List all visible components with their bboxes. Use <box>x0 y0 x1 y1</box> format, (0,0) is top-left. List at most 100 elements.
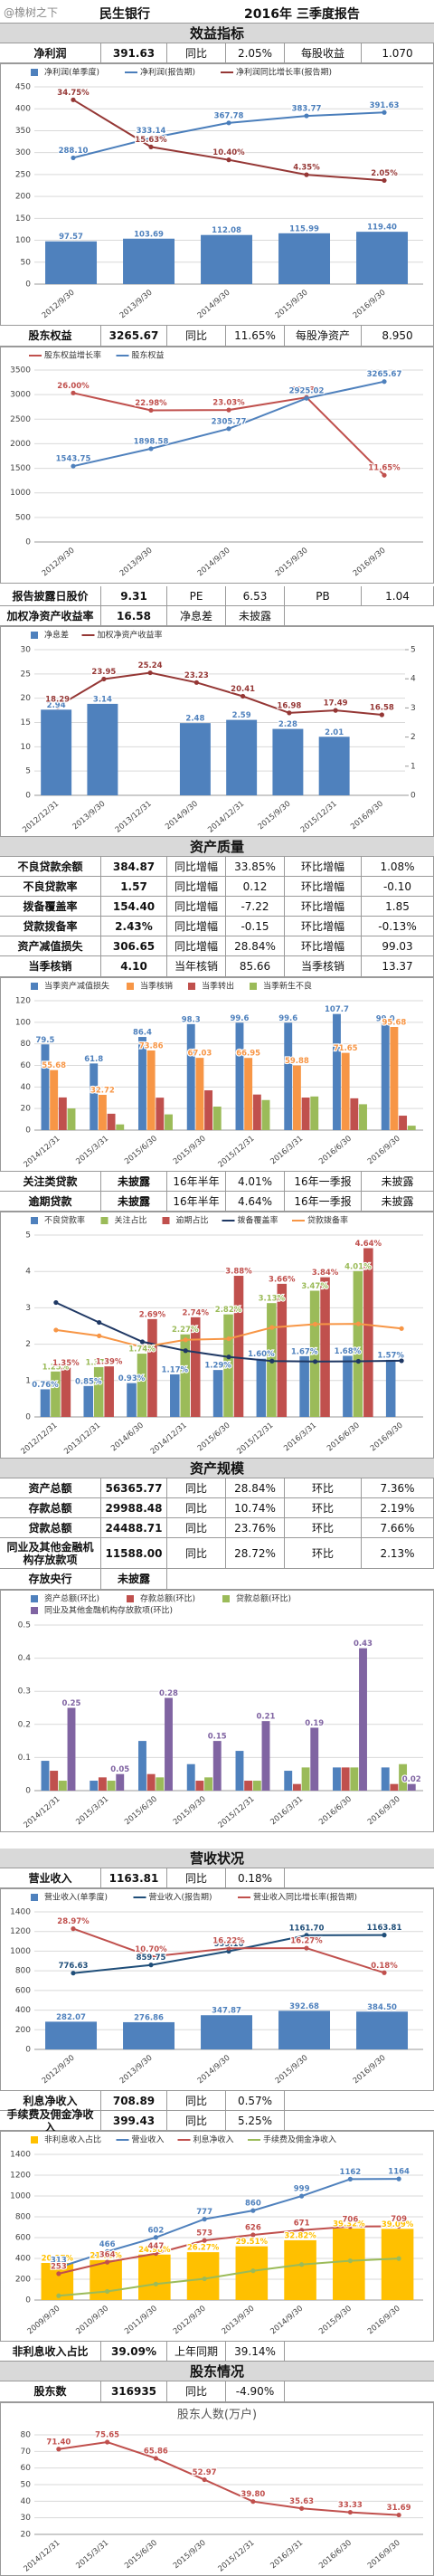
data-label: 71.40 <box>46 2438 71 2447</box>
table-row: 关注类贷款 未披露 16年半年 4.01% 16年一季报 未披露 <box>0 1172 434 1192</box>
cell-value: 3265.67 <box>101 326 167 346</box>
data-label: 313 <box>51 2257 67 2266</box>
cell-label: 存款总额 <box>0 1498 101 1517</box>
data-label: 2.74% <box>182 1308 209 1317</box>
cell-value: 33.85% <box>226 857 285 876</box>
data-label: 34.75% <box>57 89 90 98</box>
line-marker <box>241 693 246 699</box>
data-label: 2.94 <box>47 701 66 710</box>
cell-label: 股东权益 <box>0 326 101 346</box>
data-label: 1.39% <box>96 1358 123 1367</box>
cell-label: 环比 <box>285 1518 362 1537</box>
bar <box>41 1044 50 1130</box>
cell-value: 2.43% <box>101 917 167 936</box>
y-tick-label: 1000 <box>10 1947 31 1956</box>
line-marker <box>226 120 231 126</box>
bar <box>244 1058 253 1130</box>
data-label: 384.50 <box>367 2003 397 2012</box>
cell-value: 7.36% <box>362 1478 434 1497</box>
line-marker <box>304 1945 309 1951</box>
data-label: 26.27% <box>187 2244 220 2253</box>
data-label: 73.86 <box>139 1041 164 1050</box>
cell-label: 逾期贷款 <box>0 1192 101 1211</box>
cell-value: 28.84% <box>226 936 285 955</box>
cell-value: 306.65 <box>101 936 167 955</box>
data-label: 2305.77 <box>212 417 247 426</box>
y-tick-label: 600 <box>15 2234 31 2243</box>
data-label: 3.84% <box>312 1269 339 1278</box>
line-marker <box>382 472 387 478</box>
line-marker <box>71 97 76 102</box>
bar <box>50 1771 59 1791</box>
data-label: 1.35% <box>52 1359 80 1368</box>
bar <box>256 1358 267 1417</box>
cell-value: 6.53 <box>226 586 285 605</box>
line-marker <box>250 2208 256 2213</box>
bar <box>350 1767 359 1791</box>
y-tick-label: 800 <box>15 2213 31 2222</box>
line-marker <box>148 1953 154 1960</box>
bar <box>104 1366 114 1417</box>
cell-label: 环比增幅 <box>285 936 362 955</box>
bar <box>399 1763 408 1791</box>
chart-frame <box>0 1590 434 1832</box>
data-label: 28.97% <box>57 1917 90 1926</box>
line <box>57 671 382 716</box>
y2-tick-label: 3 <box>410 704 416 713</box>
y-tick-label: 70 <box>21 2448 32 2457</box>
y-tick-label: 250 <box>15 170 31 179</box>
cell-label: 关注类贷款 <box>0 1172 101 1191</box>
data-label: 24.98% <box>138 2246 171 2255</box>
bar <box>107 1781 116 1791</box>
cell-label: 同比增幅 <box>167 936 226 955</box>
data-label: 33.33 <box>338 2501 363 2510</box>
y2-tick-label: 4 <box>410 675 416 684</box>
bar <box>301 1767 310 1791</box>
data-label: 1.60% <box>248 1350 275 1359</box>
bar <box>98 1095 107 1130</box>
line-marker <box>269 1325 275 1330</box>
line-marker <box>71 155 76 161</box>
bar <box>212 1107 222 1130</box>
cell-value: 39.14% <box>226 2342 285 2361</box>
bar <box>407 1783 416 1791</box>
bar <box>61 1367 71 1417</box>
cell-label: 股东数 <box>0 2381 101 2401</box>
legend-label: 营业收入 <box>132 2134 165 2145</box>
section-title: 营收状况 <box>0 1849 434 1868</box>
data-label: 52.97 <box>193 2468 217 2477</box>
cell-label: 同比增幅 <box>167 857 226 876</box>
legend-swatch <box>31 69 38 76</box>
y-tick-label: 50 <box>21 2481 32 2490</box>
bar <box>341 1767 350 1791</box>
y-tick-label: 4 <box>25 1268 31 1277</box>
table-row: 加权净资产收益率 16.58 净息差 未披露 <box>0 606 434 626</box>
y-tick-label: 1200 <box>10 2172 31 2181</box>
chart: 股东权益增长率 股东权益 0 500 1000 1500 2000 2500 3000 3500 2… <box>0 347 434 584</box>
cell-label: 同比 <box>167 2091 226 2110</box>
cell-label: 当年核销 <box>167 956 226 976</box>
data-label: 860 <box>245 2200 261 2209</box>
bar <box>301 1098 310 1130</box>
line-marker <box>304 395 309 401</box>
bar <box>226 719 258 795</box>
y-tick-label: 0.4 <box>18 1654 32 1663</box>
y-tick-label: 60 <box>21 1061 32 1070</box>
bar <box>309 1290 320 1417</box>
y-tick-label: 0.2 <box>18 1720 31 1729</box>
data-label: 32.82% <box>284 2231 316 2240</box>
line-marker <box>226 157 231 163</box>
y-tick-label: 600 <box>15 1986 31 1995</box>
data-label: 25.23% <box>290 386 323 395</box>
bar <box>320 1277 330 1417</box>
table-row: 同业及其他金融机构存放款项 11588.00 同比 28.72% 环比 2.13% <box>0 1538 434 1569</box>
cell-label: 环比 <box>285 1538 362 1568</box>
legend-label: 拨备覆盖率 <box>238 1215 278 1226</box>
line-marker <box>396 2176 401 2182</box>
y2-tick-label: 1 <box>410 762 416 771</box>
cell-value: 未披露 <box>226 606 285 625</box>
data-label: 95.68 <box>382 1018 406 1027</box>
data-label: 1.25% <box>42 1363 70 1372</box>
line-marker <box>226 1355 231 1360</box>
line-marker <box>202 2276 207 2282</box>
